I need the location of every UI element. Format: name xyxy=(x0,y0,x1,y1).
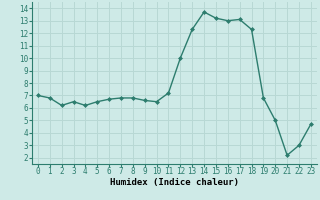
X-axis label: Humidex (Indice chaleur): Humidex (Indice chaleur) xyxy=(110,178,239,187)
